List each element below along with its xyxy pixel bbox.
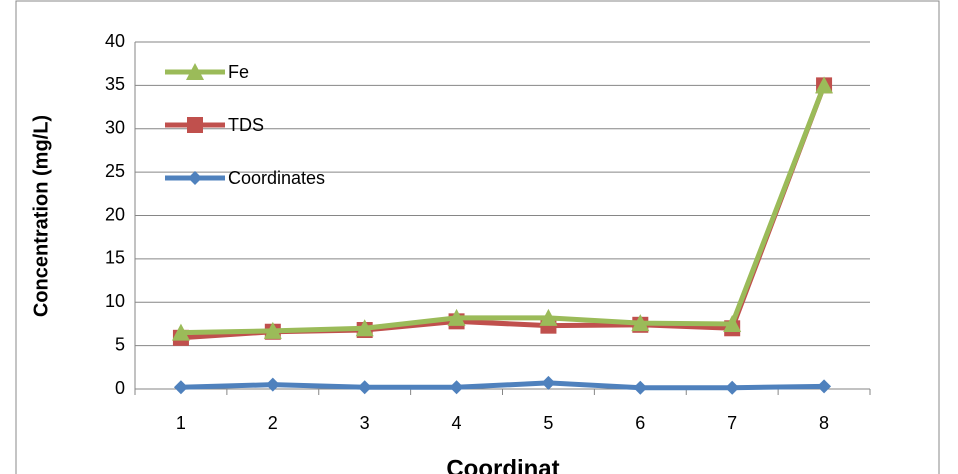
marker	[357, 380, 372, 395]
x-tick-label: 3	[360, 413, 370, 433]
legend-label: TDS	[228, 115, 264, 135]
marker	[633, 380, 648, 395]
series-line	[180, 380, 825, 391]
x-axis-title: Coordinat	[446, 455, 559, 474]
y-tick-label: 15	[105, 248, 125, 268]
y-tick-label: 5	[115, 334, 125, 354]
y-tick-label: 35	[105, 74, 125, 94]
marker	[815, 76, 834, 94]
y-tick-label: 10	[105, 291, 125, 311]
marker	[171, 323, 190, 341]
marker	[187, 117, 203, 133]
x-tick-label: 7	[727, 413, 737, 433]
x-tick-label: 1	[176, 413, 186, 433]
x-tick-label: 8	[819, 413, 829, 433]
y-tick-label: 30	[105, 118, 125, 138]
marker	[263, 321, 282, 339]
marker	[631, 314, 650, 332]
marker	[188, 171, 202, 185]
marker	[817, 379, 832, 394]
y-tick-label: 25	[105, 161, 125, 181]
marker	[539, 308, 558, 326]
y-tick-label: 40	[105, 31, 125, 51]
marker	[449, 380, 464, 395]
x-tick-label: 5	[543, 413, 553, 433]
marker	[723, 314, 742, 332]
legend-label: Fe	[228, 62, 249, 82]
marker	[725, 380, 740, 395]
marker	[541, 375, 556, 390]
legend-label: Coordinates	[228, 168, 325, 188]
series-line	[180, 84, 827, 336]
y-tick-label: 20	[105, 204, 125, 224]
x-tick-label: 2	[268, 413, 278, 433]
y-axis-title: Concentration (mg/L)	[30, 115, 52, 317]
marker	[447, 308, 466, 326]
x-tick-label: 6	[635, 413, 645, 433]
x-tick-label: 4	[452, 413, 462, 433]
marker	[186, 63, 204, 80]
y-tick-label: 0	[115, 378, 125, 398]
marker	[173, 380, 188, 395]
marker	[355, 319, 374, 337]
chart-border	[15, 0, 940, 474]
marker	[265, 377, 280, 392]
